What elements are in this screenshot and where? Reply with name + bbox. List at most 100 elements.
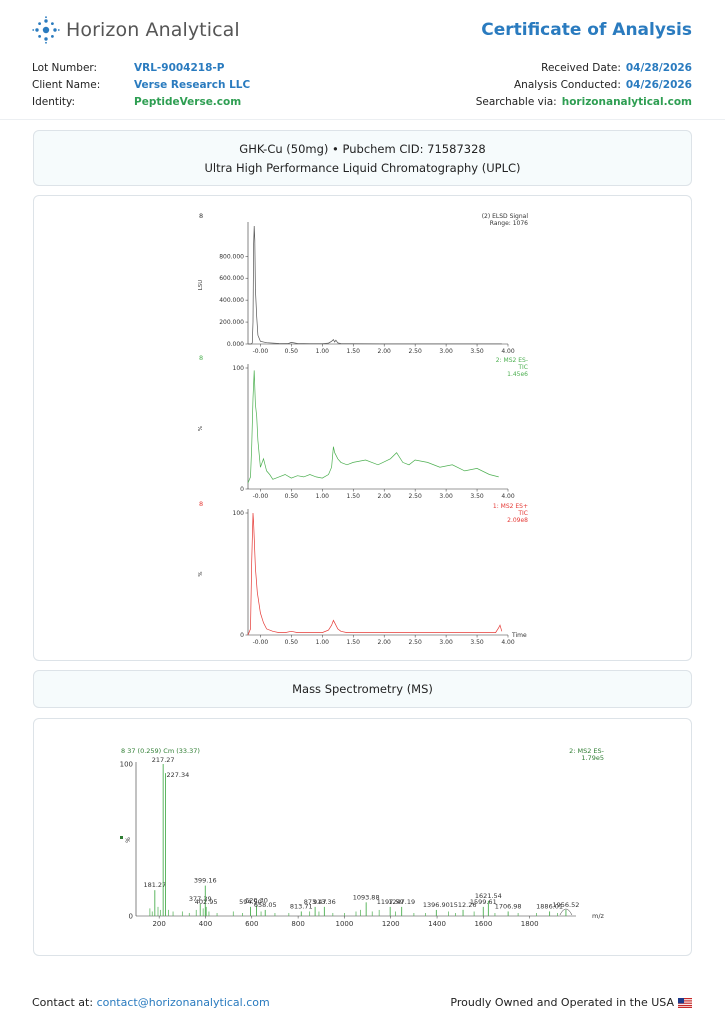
x-tick-label: 4.00 <box>501 348 515 355</box>
ms-spectrum-card: 8 37 (0.259) Cm (33.37) 2: MS2 ES- 1.79e5 2… <box>33 718 692 956</box>
x-tick-label: 0.50 <box>285 493 299 500</box>
x-tick-label: 200 <box>152 920 165 928</box>
y-tick-label: 0.000 <box>227 341 244 348</box>
ms-peak-label: 377.39 <box>189 895 212 903</box>
y-tick-label: 200.000 <box>219 319 244 326</box>
x-tick-label: 0.50 <box>285 348 299 355</box>
ms-peak-label: 181.27 <box>143 881 166 889</box>
client-name-value: Verse Research LLC <box>134 79 251 91</box>
ms-plot: 8 37 (0.259) Cm (33.37) 2: MS2 ES-1.79e5 2… <box>120 747 605 928</box>
contact-label: Contact at: <box>32 996 94 1009</box>
x-tick-label: 1800 <box>521 920 539 928</box>
method-line: Ultra High Performance Liquid Chromatogr… <box>204 161 521 175</box>
chromatogram-card: 8 (2) ELSD Signal Range: 1076 -0.00 0.50 1.00… <box>33 195 692 661</box>
contact-email-link[interactable]: contact@horizonanalytical.com <box>96 996 270 1009</box>
lot-number-value: VRL-9004218-P <box>134 62 225 74</box>
y-tick-label: 800.000 <box>219 253 244 260</box>
x-tick-label: 2.50 <box>408 639 422 646</box>
x-tick-label: 1.50 <box>347 493 361 500</box>
x-tick-label: 1.00 <box>316 493 330 500</box>
x-tick-label: 1.00 <box>316 348 330 355</box>
chrom-trace <box>247 370 499 484</box>
searchable-link[interactable]: horizonanalytical.com <box>561 96 692 108</box>
ms-peak-label: 1396.90 <box>423 901 450 909</box>
ms-peak-label: 217.27 <box>152 756 175 764</box>
analysis-date-value: 04/26/2026 <box>625 79 692 91</box>
detail-row-identity: Identity: PeptideVerse.com <box>32 94 250 111</box>
ms-peak-label: 913.36 <box>313 898 336 906</box>
x-axis-label: Time <box>511 632 527 639</box>
legend-entry: Range: 1076 <box>490 220 528 227</box>
detail-row-analysis: Analysis Conducted: 04/26/2026 <box>476 77 692 94</box>
ms-peak-label: 227.34 <box>166 771 189 779</box>
detail-row-client: Client Name: Verse Research LLC <box>32 77 250 94</box>
x-tick-label: -0.00 <box>253 348 269 355</box>
ms-section-title: Mass Spectrometry (MS) <box>292 682 433 696</box>
detail-label: Searchable via: <box>475 96 557 108</box>
compound-line: GHK-Cu (50mg) • Pubchem CID: 71587328 <box>239 142 486 156</box>
x-tick-label: -0.00 <box>253 639 269 646</box>
y-axis-label: % <box>198 571 204 576</box>
detail-label: Analysis Conducted: <box>513 79 621 91</box>
chrom-trace <box>248 225 502 345</box>
x-tick-label: 400 <box>199 920 212 928</box>
ms-peak-label: 1886.01 <box>536 902 563 910</box>
ms-peak-label: 620.30 <box>245 896 268 904</box>
x-tick-label: 3.00 <box>439 493 453 500</box>
x-tick-label: 1000 <box>336 920 354 928</box>
y-tick-label: 0 <box>129 913 133 921</box>
ms-peak-label: 594.50 <box>239 898 262 906</box>
chrom-trace <box>247 512 503 636</box>
identity-value[interactable]: PeptideVerse.com <box>134 96 242 108</box>
ms-peak-label: 1621.54 <box>475 892 502 900</box>
x-tick-label: 1600 <box>474 920 492 928</box>
detail-label: Identity: <box>32 96 76 108</box>
legend-entry: TIC <box>517 364 528 371</box>
x-tick-label: 4.00 <box>501 639 515 646</box>
panel-tag: 8 <box>199 354 203 362</box>
legend-entry: TIC <box>517 510 528 517</box>
legend-entry: 1.45e6 <box>507 371 528 378</box>
x-tick-label: 3.50 <box>470 348 484 355</box>
x-tick-label: 2.50 <box>408 493 422 500</box>
panel-tag: 8 37 (0.259) Cm (33.37) <box>121 747 200 755</box>
legend-entry: 2: MS2 ES- <box>569 747 605 755</box>
detail-label: Client Name: <box>32 79 101 91</box>
y-tick-label: 600.000 <box>219 275 244 282</box>
legend-entry: 1: MS2 ES+ <box>493 503 528 510</box>
legend-entry: 2: MS2 ES- <box>496 357 528 364</box>
panel-tag: 8 <box>199 212 203 220</box>
detail-label: Lot Number: <box>32 62 98 74</box>
footer-tagline: Proudly Owned and Operated in the USA <box>450 996 692 1009</box>
ms-peak-label: 1599.61 <box>470 898 497 906</box>
ms-peak-label: 873.47 <box>304 898 327 906</box>
ms-title-card: Mass Spectrometry (MS) <box>33 670 692 708</box>
x-tick-label: 800 <box>291 920 304 928</box>
legend-entry: (2) ELSD Signal <box>482 213 529 220</box>
x-tick-label: -0.00 <box>253 493 269 500</box>
detail-row-searchable: Searchable via: horizonanalytical.com <box>476 94 692 111</box>
x-tick-label: 3.00 <box>439 348 453 355</box>
brand-logo: Horizon Analytical <box>32 16 240 44</box>
mass-spectrum-chart: 8 37 (0.259) Cm (33.37) 2: MS2 ES-1.79e5 2… <box>120 747 605 928</box>
legend-entry: 1.79e5 <box>581 754 604 762</box>
x-tick-label: 2.00 <box>378 348 392 355</box>
x-tick-label: 3.50 <box>470 493 484 500</box>
received-date-value: 04/28/2026 <box>625 62 692 74</box>
x-tick-label: 1.50 <box>347 639 361 646</box>
x-tick-label: 1.00 <box>316 639 330 646</box>
y-tick-label: 100 <box>233 365 245 372</box>
us-flag-icon <box>678 997 692 1008</box>
document-title: Certificate of Analysis <box>481 20 692 40</box>
ms-peak-label: 1512.26 <box>450 901 477 909</box>
x-tick-label: 0.50 <box>285 639 299 646</box>
header-divider <box>0 119 725 120</box>
detail-label: Received Date: <box>541 62 621 74</box>
ms-peak-label: 813.71 <box>290 902 313 910</box>
ms-peak-label: 1706.98 <box>495 902 522 910</box>
ms-peak-label: 658.05 <box>254 901 277 909</box>
y-tick-label: 100 <box>120 761 133 769</box>
x-tick-label: 1400 <box>428 920 446 928</box>
